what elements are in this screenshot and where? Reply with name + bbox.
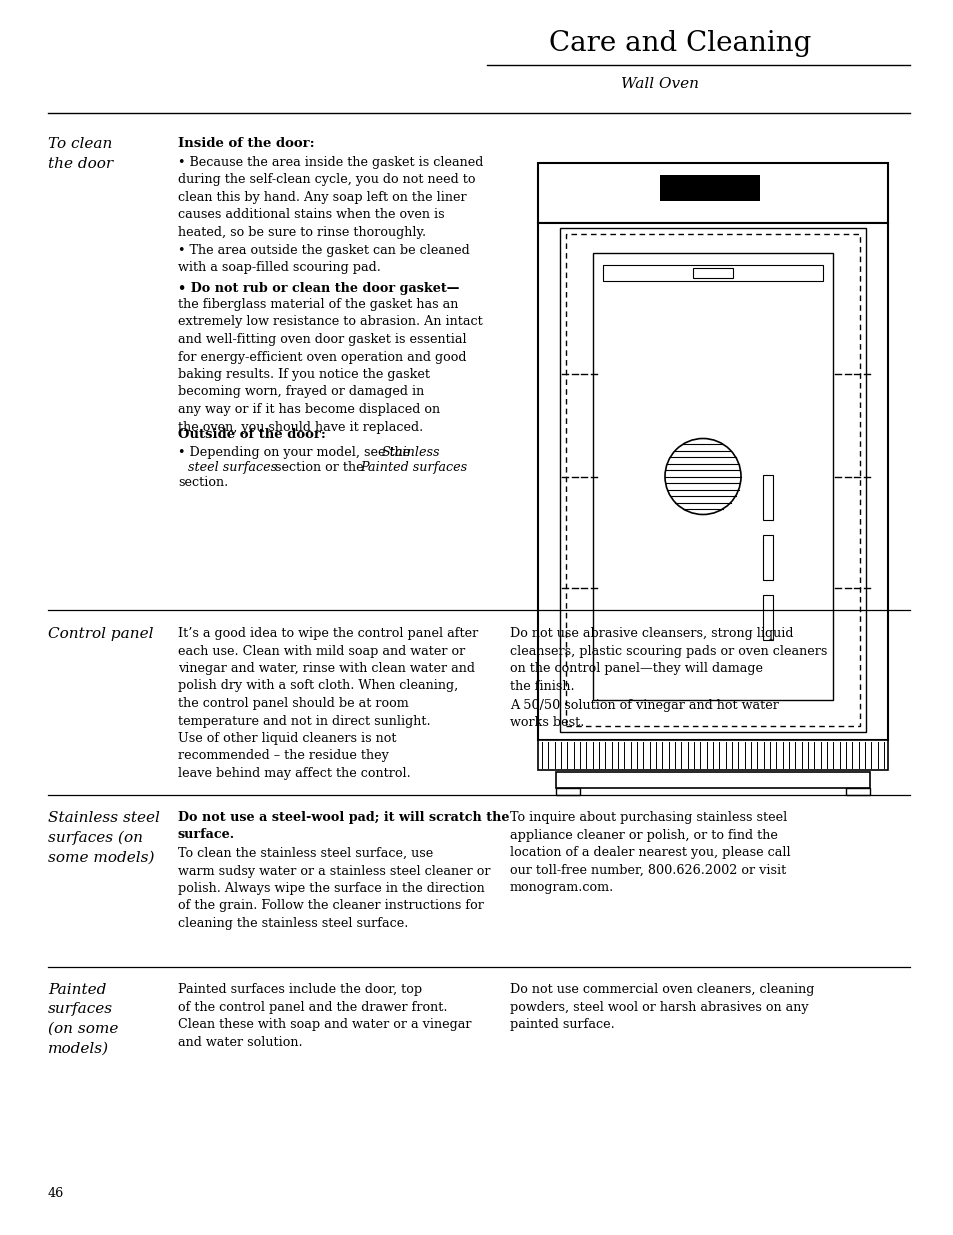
Bar [602, 266, 822, 282]
Text: To inquire about purchasing stainless steel
appliance cleaner or polish, or to f: To inquire about purchasing stainless st… [510, 811, 790, 894]
Text: • The area outside the gasket can be cleaned
with a soap-filled scouring pad.: • The area outside the gasket can be cle… [178, 245, 469, 274]
Text: Do not use commercial oven cleaners, cleaning
powders, steel wool or harsh abras: Do not use commercial oven cleaners, cle… [510, 983, 814, 1031]
Bar [762, 475, 772, 520]
Bar [762, 535, 772, 580]
Text: • Because the area inside the gasket is cleaned
during the self-clean cycle, you: • Because the area inside the gasket is … [178, 156, 483, 240]
Bar [762, 595, 772, 640]
Text: steel surfaces: steel surfaces [188, 461, 276, 474]
Text: Wall Oven: Wall Oven [620, 77, 699, 91]
Text: Care and Cleaning: Care and Cleaning [548, 30, 810, 57]
Text: Inside of the door:: Inside of the door: [178, 137, 314, 149]
Text: Do not use abrasive cleansers, strong liquid
cleansers, plastic scouring pads or: Do not use abrasive cleansers, strong li… [510, 627, 826, 693]
Bar [556, 788, 579, 795]
Text: A 50/50 solution of vinegar and hot water
works best.: A 50/50 solution of vinegar and hot wate… [510, 699, 778, 730]
Bar [537, 740, 887, 769]
Text: To clean the stainless steel surface, use
warm sudsy water or a stainless steel : To clean the stainless steel surface, us… [178, 847, 490, 930]
Text: Do not use a steel-wool pad; it will scratch the
surface.: Do not use a steel-wool pad; it will scr… [178, 811, 509, 841]
Bar [845, 788, 869, 795]
Text: 46: 46 [48, 1187, 64, 1200]
Bar [537, 740, 887, 769]
Text: section or the: section or the [271, 461, 367, 474]
Bar [692, 268, 732, 278]
Bar [565, 233, 859, 726]
Text: Stainless: Stainless [381, 446, 440, 459]
Text: It’s a good idea to wipe the control panel after
each use. Clean with mild soap : It’s a good idea to wipe the control pan… [178, 627, 477, 781]
Bar [537, 224, 887, 740]
Text: Control panel: Control panel [48, 627, 153, 641]
Bar [659, 175, 760, 201]
Bar [559, 228, 865, 732]
Bar [537, 163, 887, 224]
Text: Stainless steel
surfaces (on
some models): Stainless steel surfaces (on some models… [48, 811, 160, 864]
Text: • Depending on your model, see the: • Depending on your model, see the [178, 446, 414, 459]
Text: Painted surfaces: Painted surfaces [359, 461, 467, 474]
Text: section.: section. [178, 475, 228, 489]
Bar [556, 772, 869, 788]
Text: To clean
the door: To clean the door [48, 137, 113, 170]
Text: Outside of the door:: Outside of the door: [178, 429, 326, 441]
Text: the fiberglass material of the gasket has an
extremely low resistance to abrasio: the fiberglass material of the gasket ha… [178, 298, 482, 433]
Bar [593, 253, 832, 700]
Text: • Do not rub or clean the door gasket—: • Do not rub or clean the door gasket— [178, 282, 459, 295]
Text: Painted
surfaces
(on some
models): Painted surfaces (on some models) [48, 983, 118, 1056]
Text: Painted surfaces include the door, top
of the control panel and the drawer front: Painted surfaces include the door, top o… [178, 983, 471, 1049]
